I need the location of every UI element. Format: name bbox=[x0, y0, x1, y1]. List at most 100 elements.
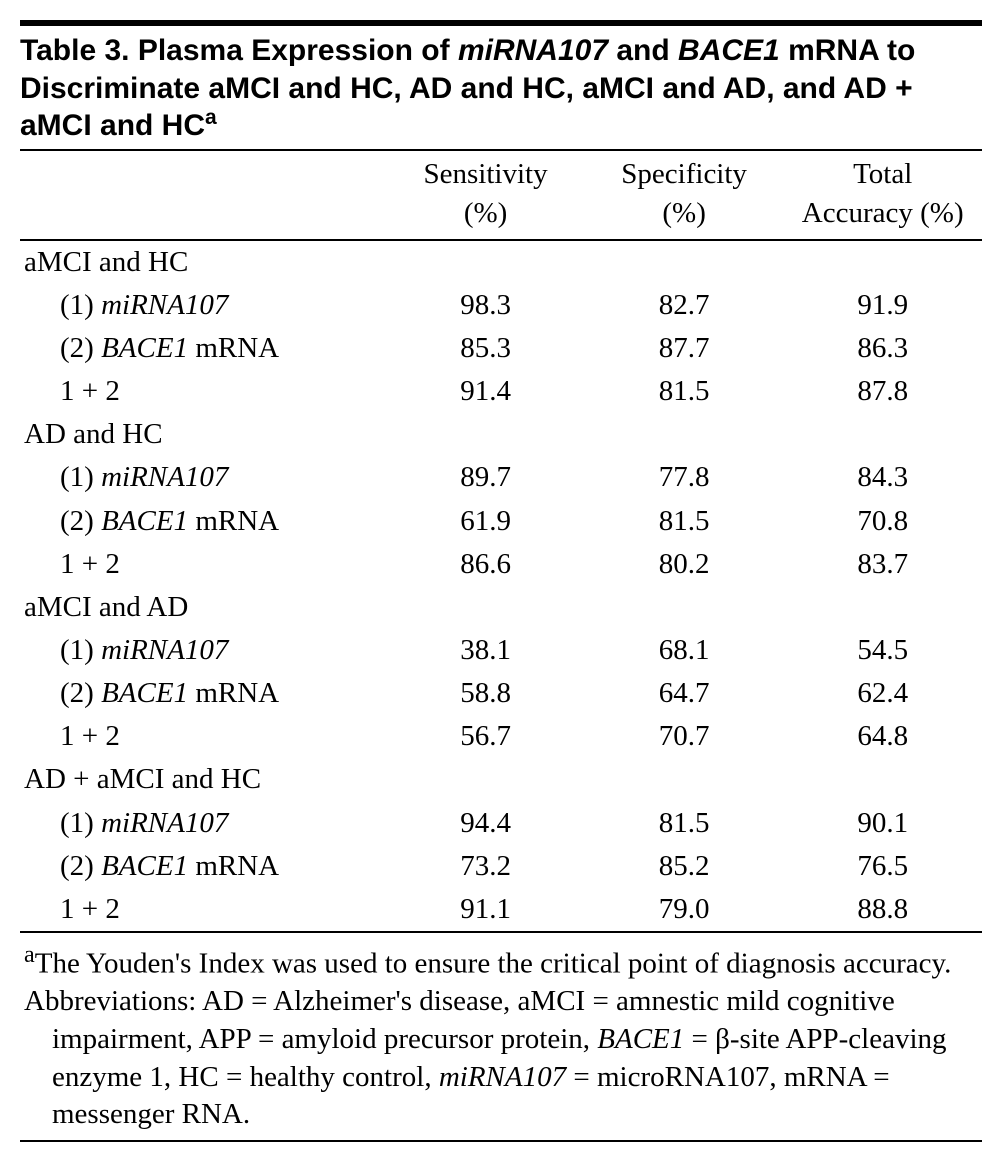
data-row: (1) miRNA10738.168.154.5 bbox=[20, 629, 982, 672]
footnote-text: The Youden's Index was used to ensure th… bbox=[35, 948, 952, 980]
cell-acc: 84.3 bbox=[783, 456, 982, 499]
cell-spec: 70.7 bbox=[585, 715, 784, 758]
cell-sens: 38.1 bbox=[386, 629, 585, 672]
cell-spec: 79.0 bbox=[585, 888, 784, 932]
caption-text: and bbox=[608, 34, 678, 67]
cell-acc: 90.1 bbox=[783, 802, 982, 845]
caption-ital-1: miRNA107 bbox=[458, 34, 608, 67]
cell-sens: 89.7 bbox=[386, 456, 585, 499]
row-label: (1) miRNA107 bbox=[20, 456, 386, 499]
cell-sens: 85.3 bbox=[386, 327, 585, 370]
cell-acc: 83.7 bbox=[783, 543, 982, 586]
footnote-sup: a bbox=[24, 941, 35, 968]
row-label: 1 + 2 bbox=[20, 543, 386, 586]
col-spec-l1: Specificity bbox=[621, 158, 747, 190]
cell-acc: 70.8 bbox=[783, 500, 982, 543]
data-row: (1) miRNA10794.481.590.1 bbox=[20, 802, 982, 845]
row-label-ital: BACE1 bbox=[101, 505, 188, 537]
footnote-cell: aThe Youden's Index was used to ensure t… bbox=[20, 932, 982, 1140]
data-row: 1 + 286.680.283.7 bbox=[20, 543, 982, 586]
row-label-ital: BACE1 bbox=[101, 677, 188, 709]
row-label: (2) BACE1 mRNA bbox=[20, 845, 386, 888]
group-row: AD + aMCI and HC bbox=[20, 758, 982, 801]
abbrev-ital-2: miRNA107 bbox=[439, 1061, 566, 1093]
cell-spec: 81.5 bbox=[585, 802, 784, 845]
group-row: aMCI and HC bbox=[20, 240, 982, 284]
data-row: (1) miRNA10798.382.791.9 bbox=[20, 284, 982, 327]
row-label: (2) BACE1 mRNA bbox=[20, 327, 386, 370]
data-row: 1 + 291.481.587.8 bbox=[20, 370, 982, 413]
col-sensitivity: Sensitivity (%) bbox=[386, 151, 585, 240]
footnote: aThe Youden's Index was used to ensure t… bbox=[24, 939, 978, 983]
col-specificity: Specificity (%) bbox=[585, 151, 784, 240]
cell-sens: 56.7 bbox=[386, 715, 585, 758]
col-accuracy: Total Accuracy (%) bbox=[783, 151, 982, 240]
col-sens-l2: (%) bbox=[464, 197, 507, 229]
row-label: (1) miRNA107 bbox=[20, 629, 386, 672]
cell-acc: 76.5 bbox=[783, 845, 982, 888]
cell-acc: 54.5 bbox=[783, 629, 982, 672]
abbreviations: Abbreviations: AD = Alzheimer's disease,… bbox=[24, 983, 978, 1134]
table-body: aMCI and HC(1) miRNA10798.382.791.9(2) B… bbox=[20, 240, 982, 932]
cell-sens: 91.4 bbox=[386, 370, 585, 413]
row-label: 1 + 2 bbox=[20, 715, 386, 758]
group-label: aMCI and HC bbox=[20, 240, 982, 284]
data-row: 1 + 291.179.088.8 bbox=[20, 888, 982, 932]
row-label: (2) BACE1 mRNA bbox=[20, 500, 386, 543]
row-label-ital: miRNA107 bbox=[101, 289, 228, 321]
row-label-ital: BACE1 bbox=[101, 332, 188, 364]
table-3-wrap: Table 3. Plasma Expression of miRNA107 a… bbox=[20, 20, 982, 1142]
cell-spec: 87.7 bbox=[585, 327, 784, 370]
row-label: 1 + 2 bbox=[20, 370, 386, 413]
row-label-ital: miRNA107 bbox=[101, 634, 228, 666]
data-table: Sensitivity (%) Specificity (%) Total Ac… bbox=[20, 151, 982, 1141]
row-label: 1 + 2 bbox=[20, 888, 386, 932]
caption-text: Table 3. Plasma Expression of bbox=[20, 34, 458, 67]
cell-acc: 88.8 bbox=[783, 888, 982, 932]
cell-acc: 87.8 bbox=[783, 370, 982, 413]
cell-sens: 73.2 bbox=[386, 845, 585, 888]
row-label-ital: miRNA107 bbox=[101, 461, 228, 493]
cell-sens: 94.4 bbox=[386, 802, 585, 845]
cell-spec: 68.1 bbox=[585, 629, 784, 672]
row-label-ital: BACE1 bbox=[101, 850, 188, 882]
group-row: aMCI and AD bbox=[20, 586, 982, 629]
data-row: (2) BACE1 mRNA58.864.762.4 bbox=[20, 672, 982, 715]
group-row: AD and HC bbox=[20, 413, 982, 456]
header-row: Sensitivity (%) Specificity (%) Total Ac… bbox=[20, 151, 982, 240]
cell-spec: 77.8 bbox=[585, 456, 784, 499]
data-row: (2) BACE1 mRNA61.981.570.8 bbox=[20, 500, 982, 543]
row-label: (2) BACE1 mRNA bbox=[20, 672, 386, 715]
caption-ital-2: BACE1 bbox=[678, 34, 780, 67]
cell-sens: 58.8 bbox=[386, 672, 585, 715]
group-label: AD + aMCI and HC bbox=[20, 758, 982, 801]
cell-sens: 98.3 bbox=[386, 284, 585, 327]
group-label: aMCI and AD bbox=[20, 586, 982, 629]
table-caption: Table 3. Plasma Expression of miRNA107 a… bbox=[20, 26, 982, 151]
col-blank bbox=[20, 151, 386, 240]
data-row: (1) miRNA10789.777.884.3 bbox=[20, 456, 982, 499]
group-label: AD and HC bbox=[20, 413, 982, 456]
col-sens-l1: Sensitivity bbox=[424, 158, 548, 190]
cell-spec: 64.7 bbox=[585, 672, 784, 715]
cell-spec: 81.5 bbox=[585, 370, 784, 413]
cell-spec: 81.5 bbox=[585, 500, 784, 543]
cell-spec: 85.2 bbox=[585, 845, 784, 888]
data-row: 1 + 256.770.764.8 bbox=[20, 715, 982, 758]
col-spec-l2: (%) bbox=[662, 197, 705, 229]
caption-sup: a bbox=[205, 106, 217, 129]
row-label: (1) miRNA107 bbox=[20, 284, 386, 327]
cell-sens: 91.1 bbox=[386, 888, 585, 932]
data-row: (2) BACE1 mRNA73.285.276.5 bbox=[20, 845, 982, 888]
cell-spec: 80.2 bbox=[585, 543, 784, 586]
abbrev-ital-1: BACE1 bbox=[597, 1023, 684, 1055]
col-acc-l2: Accuracy (%) bbox=[802, 197, 964, 229]
cell-sens: 86.6 bbox=[386, 543, 585, 586]
data-row: (2) BACE1 mRNA85.387.786.3 bbox=[20, 327, 982, 370]
cell-sens: 61.9 bbox=[386, 500, 585, 543]
cell-acc: 91.9 bbox=[783, 284, 982, 327]
row-label: (1) miRNA107 bbox=[20, 802, 386, 845]
cell-acc: 62.4 bbox=[783, 672, 982, 715]
row-label-ital: miRNA107 bbox=[101, 807, 228, 839]
cell-spec: 82.7 bbox=[585, 284, 784, 327]
